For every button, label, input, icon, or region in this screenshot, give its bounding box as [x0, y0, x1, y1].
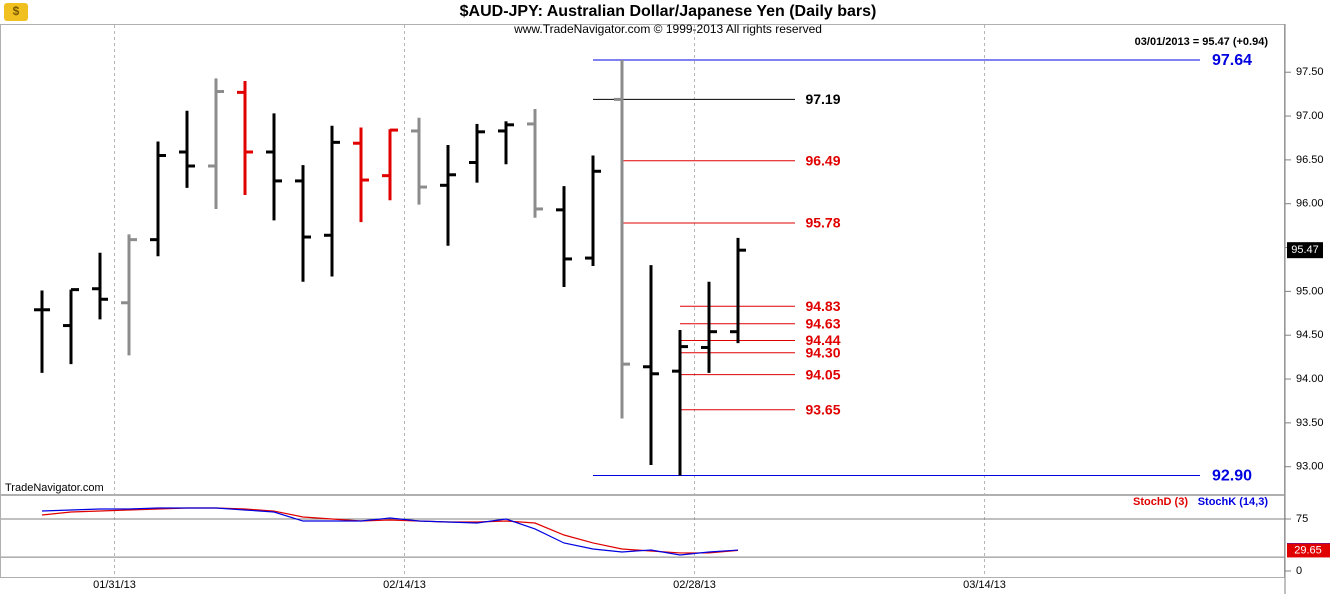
level-label: 94.83	[805, 298, 840, 314]
level-label: 97.64	[1212, 52, 1252, 69]
stoch-line	[41, 507, 739, 556]
y-tick-label: 97.50	[1296, 66, 1324, 78]
y-tick-label: 96.00	[1296, 198, 1324, 210]
svg-text:$: $	[13, 4, 20, 18]
y-tick-label: 94.50	[1296, 329, 1324, 341]
last-value-label: 29.65	[1294, 544, 1322, 556]
level-label: 93.65	[805, 401, 840, 417]
stoch-line	[41, 507, 739, 554]
legend-entry: StochD (3)	[1133, 496, 1188, 508]
x-tick-label: 01/31/13	[93, 579, 136, 591]
y-tick-label: 96.50	[1296, 154, 1324, 166]
level-label: 94.05	[805, 366, 840, 382]
chart-subtitle: www.TradeNavigator.com © 1999-2013 All r…	[513, 22, 822, 36]
y-tick-label: 0	[1296, 565, 1302, 577]
y-tick-label: 93.00	[1296, 461, 1324, 473]
y-tick-label: 75	[1296, 513, 1308, 525]
level-label: 96.49	[805, 152, 840, 168]
legend-entry: StochK (14,3)	[1198, 496, 1269, 508]
last-price-label: 95.47	[1291, 244, 1319, 256]
level-label: 95.78	[805, 215, 840, 231]
level-label: 92.90	[1212, 468, 1252, 485]
x-tick-label: 02/28/13	[673, 579, 716, 591]
last-price-box	[1287, 242, 1323, 259]
level-label: 94.44	[805, 332, 840, 348]
y-tick-label: 97.00	[1296, 110, 1324, 122]
y-tick-label: 93.50	[1296, 417, 1324, 429]
level-label: 94.63	[805, 316, 840, 332]
y-tick-label: 95.00	[1296, 285, 1324, 297]
logo: $	[4, 3, 28, 21]
x-tick-label: 03/14/13	[963, 579, 1006, 591]
last-value-box	[1287, 543, 1330, 558]
y-tick-label: 94.00	[1296, 373, 1324, 385]
watermark: TradeNavigator.com	[5, 482, 104, 494]
level-label: 97.19	[805, 91, 840, 107]
x-tick-label: 02/14/13	[383, 579, 426, 591]
last-price-note: 03/01/2013 = 95.47 (+0.94)	[1135, 36, 1269, 48]
chart-title: $AUD-JPY: Australian Dollar/Japanese Yen…	[460, 3, 877, 20]
level-label: 94.30	[805, 344, 840, 360]
